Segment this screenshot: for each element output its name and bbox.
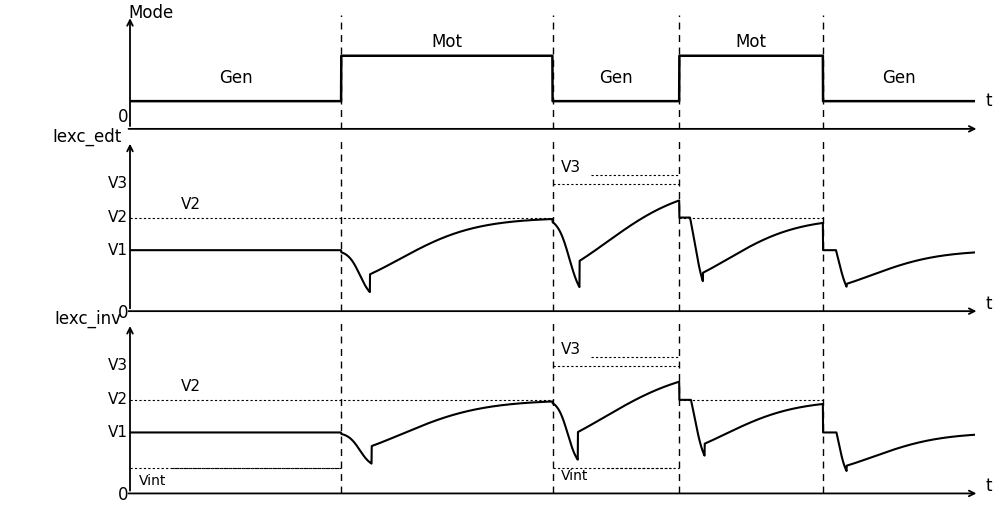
Text: V3: V3 [561,160,581,175]
Text: V3: V3 [108,176,128,191]
Text: Mot: Mot [736,33,767,51]
Text: t: t [985,478,992,495]
Text: V2: V2 [181,197,201,212]
Text: t: t [985,92,992,110]
Text: 0: 0 [118,304,128,322]
Text: V2: V2 [108,210,128,225]
Text: Gen: Gen [219,69,252,87]
Text: Gen: Gen [599,69,633,87]
Text: Mot: Mot [431,33,462,51]
Text: Gen: Gen [882,69,916,87]
Text: Iexc_edt: Iexc_edt [52,127,122,145]
Text: Iexc_inv: Iexc_inv [55,309,122,328]
Text: V3: V3 [108,358,128,373]
Text: t: t [985,295,992,313]
Text: Vint: Vint [561,469,588,483]
Text: 0: 0 [118,108,128,126]
Text: V3: V3 [561,342,581,357]
Text: Vint: Vint [138,473,166,488]
Text: 0: 0 [118,486,128,504]
Text: V1: V1 [108,425,128,440]
Text: V2: V2 [181,379,201,394]
Text: V1: V1 [108,243,128,258]
Text: Mode: Mode [128,4,174,22]
Text: V2: V2 [108,392,128,407]
